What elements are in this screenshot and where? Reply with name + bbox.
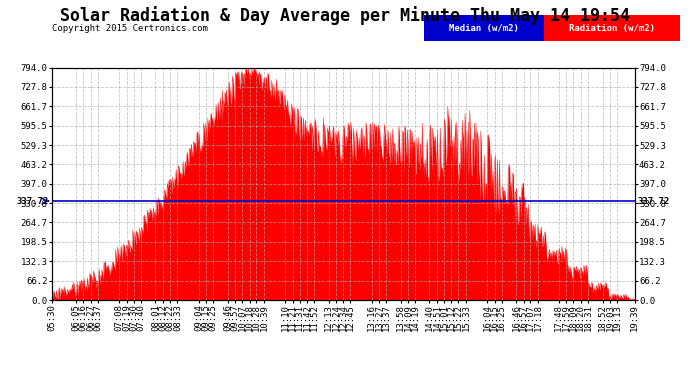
Bar	[424, 15, 544, 41]
Bar	[544, 15, 680, 41]
Text: Radiation (w/m2): Radiation (w/m2)	[569, 24, 655, 33]
Text: Median (w/m2): Median (w/m2)	[449, 24, 520, 33]
Text: 337.72: 337.72	[17, 196, 49, 206]
Text: 337.72: 337.72	[638, 196, 670, 206]
Text: Copyright 2015 Certronics.com: Copyright 2015 Certronics.com	[52, 24, 208, 33]
Text: Solar Radiation & Day Average per Minute Thu May 14 19:54: Solar Radiation & Day Average per Minute…	[60, 6, 630, 25]
